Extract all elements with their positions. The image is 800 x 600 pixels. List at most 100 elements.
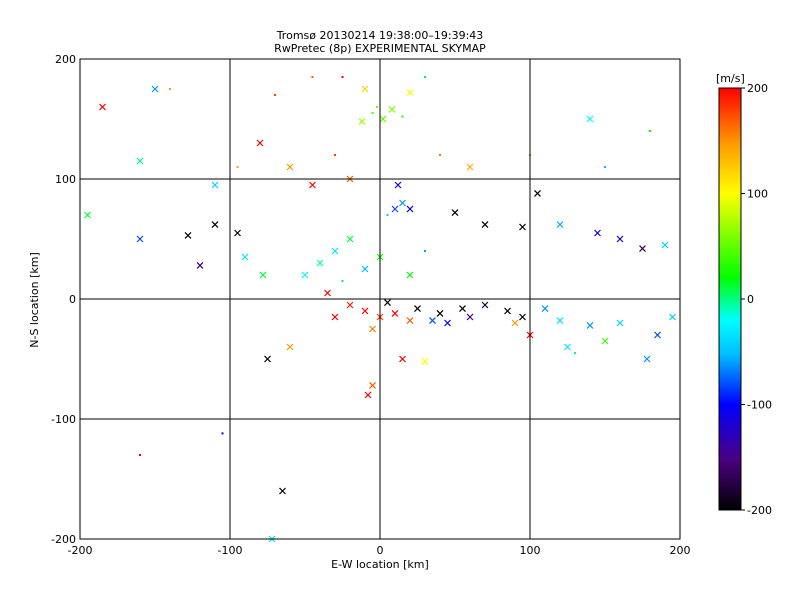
data-point-cross [234, 229, 241, 237]
data-point-cross [286, 343, 294, 351]
data-point-cross [279, 487, 286, 495]
data-point-cross [586, 321, 594, 329]
data-point-cross [639, 245, 646, 253]
data-point-dot [574, 352, 576, 354]
chart-subtitle: RwPretec (8p) EXPERIMENTAL SKYMAP [274, 42, 486, 55]
data-point-dot [649, 130, 651, 132]
data-point-cross [379, 115, 387, 123]
data-point-cross [556, 221, 564, 229]
data-point-cross [669, 313, 676, 321]
data-point-cross [534, 189, 541, 197]
colorbar-ticks: 200 100 0 -100 -200 [741, 82, 772, 517]
colorbar [718, 87, 742, 511]
data-point-cross [309, 181, 316, 189]
colorbar-tick-label: -200 [747, 504, 772, 517]
data-point-cross [451, 209, 459, 217]
data-point-cross [459, 305, 466, 313]
data-point-cross [196, 261, 204, 269]
colorbar-tick-label: -100 [747, 399, 772, 412]
chart-title: Tromsø 20130214 19:38:00–19:39:43 [276, 29, 484, 42]
data-point-cross [259, 271, 267, 279]
data-point-dot [341, 280, 344, 282]
data-point-cross [399, 199, 406, 207]
data-point-cross [519, 223, 526, 231]
data-point-cross [511, 319, 519, 327]
data-point-cross [369, 325, 376, 333]
data-point-cross [541, 305, 549, 313]
data-point-cross [136, 235, 144, 243]
data-point-cross [316, 259, 324, 267]
data-point-cross [421, 357, 429, 365]
data-point-cross [211, 181, 219, 189]
data-point-cross [361, 307, 369, 315]
data-point-cross [654, 331, 661, 339]
y-tick-label: -200 [51, 533, 76, 546]
data-point-cross [399, 355, 406, 363]
data-point-cross [346, 235, 354, 243]
data-point-cross [406, 205, 414, 213]
data-point-dot [169, 88, 171, 90]
data-point-dot [311, 76, 314, 78]
data-point-cross [346, 301, 354, 309]
y-axis-label: N-S location [km] [28, 252, 41, 348]
data-point-cross [406, 89, 414, 97]
data-point-cross [594, 229, 601, 237]
data-point-dot [334, 154, 336, 156]
data-point-cross [391, 205, 399, 213]
data-point-cross [324, 289, 331, 297]
x-tick-label: -100 [218, 544, 243, 557]
data-point-cross [394, 181, 402, 189]
plot-frame [79, 58, 681, 540]
data-point-cross [361, 265, 369, 273]
data-point-cross [414, 305, 421, 313]
data-point-cross [564, 343, 571, 351]
data-point-dot [371, 112, 374, 114]
data-point-cross [331, 247, 339, 255]
data-point-cross [151, 85, 159, 93]
data-point-cross [586, 115, 594, 123]
data-point-cross [388, 105, 396, 113]
data-point-cross [84, 211, 91, 219]
data-point-dot [424, 76, 426, 78]
grid [80, 59, 680, 539]
x-tick-label: -200 [68, 544, 93, 557]
data-point-dot [139, 454, 141, 456]
data-point-cross [444, 319, 451, 327]
data-point-cross [384, 299, 391, 307]
x-tick-label: 100 [520, 544, 541, 557]
data-point-dot [221, 432, 224, 435]
data-point-cross [406, 271, 414, 279]
data-point-cross [661, 241, 669, 249]
data-point-cross [331, 313, 339, 321]
data-point-cross [301, 271, 309, 279]
data-point-cross [466, 313, 474, 321]
data-point-cross [369, 381, 376, 389]
data-point-cross [481, 301, 489, 309]
data-point-dot [439, 154, 441, 156]
data-point-cross [616, 319, 624, 327]
data-point-cross [184, 231, 192, 239]
y-tick-label: 200 [55, 53, 76, 66]
x-tick-label: 200 [670, 544, 691, 557]
data-point-cross [264, 355, 271, 363]
x-axis-label: E-W location [km] [331, 558, 429, 571]
data-point-dot [424, 250, 426, 252]
data-point-cross [361, 85, 369, 93]
data-point-cross [481, 221, 489, 229]
data-point-dot [274, 94, 276, 96]
colorbar-tick-label: 100 [747, 188, 768, 201]
data-point-cross [211, 221, 219, 229]
x-tick-label: 0 [377, 544, 384, 557]
data-point-cross [286, 163, 294, 171]
data-point-cross [256, 139, 264, 147]
data-point-cross [406, 317, 414, 325]
y-tick-label: -100 [51, 413, 76, 426]
data-point-cross [136, 157, 144, 165]
data-point-cross [504, 307, 511, 315]
data-point-dot [401, 115, 404, 118]
data-point-cross [466, 163, 474, 171]
data-point-cross [364, 391, 372, 399]
data-point-cross [436, 309, 444, 317]
